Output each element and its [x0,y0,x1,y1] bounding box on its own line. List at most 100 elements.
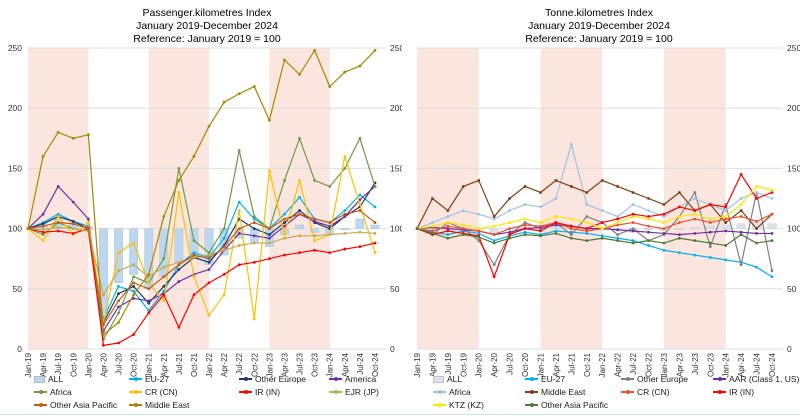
x-tick-label: Jul-24 [753,352,762,374]
series-marker [461,227,465,231]
series-marker [298,212,301,216]
legend-marker-dot [718,377,722,381]
series-marker [298,234,301,238]
x-tick-label: Oct-20 [521,352,530,377]
legend-marker-dot [530,390,534,394]
series-marker [739,203,743,206]
series-marker [631,227,635,231]
series-marker [677,251,681,255]
series-marker [56,185,60,188]
series-marker [677,236,681,240]
series-all-bar [674,228,684,230]
series-marker [616,221,620,224]
y-tick-label: 50 [390,284,400,294]
series-marker [207,260,211,264]
series-marker [252,241,256,245]
legend-label: CR (CN) [637,387,670,397]
series-marker [461,223,465,227]
x-tick-label: Apr-20 [99,352,108,377]
series-marker [373,241,377,245]
y-tick-label: 250 [8,43,22,53]
series-marker [755,219,758,223]
legend-label: Other Asia Pacific [50,400,118,410]
series-marker [117,284,120,288]
series-marker [41,212,45,216]
legend-marker-dot [244,390,248,394]
x-tick-label: Jan-21 [145,352,154,377]
series-all-bar [144,228,154,290]
series-marker [283,224,286,228]
y-tick-label: 150 [8,163,22,173]
series-marker [222,236,226,240]
series-marker [373,221,377,224]
series-marker [177,167,181,170]
series-marker [539,205,542,209]
series-marker [132,241,136,245]
series-marker [662,221,666,224]
series-marker [56,212,60,216]
legend-marker-dot [134,390,138,394]
legend-label: IR (IN) [729,387,755,397]
legend-marker-dot [334,377,338,381]
legend-marker-dot [438,390,442,394]
series-marker [41,230,45,234]
series-marker [677,221,681,224]
series-marker [56,225,60,229]
series-marker [283,179,286,182]
series-marker [207,281,211,285]
series-line-middle-east [416,179,773,230]
series-marker [492,239,496,243]
series-marker [207,257,211,261]
series-marker [739,215,743,218]
x-tick-label: Apr-20 [490,352,499,377]
legend-item-cr-cn-: CR (CN) [621,387,713,397]
series-marker [313,217,317,221]
series-marker [585,227,589,231]
series-marker [283,236,286,240]
series-marker [647,197,650,200]
series-marker [328,224,332,228]
series-marker [222,227,226,231]
series-marker [207,124,211,128]
series-marker [446,233,450,237]
series-marker [554,229,558,233]
series-marker [492,217,496,221]
legend-marker-dot [626,390,630,394]
series-line-other-asia-pacific [416,228,773,247]
x-tick-label: Jan-20 [475,352,484,377]
legend-item-ktz-kz-: KTZ (KZ) [433,400,525,410]
legend-item-africa: Africa [34,387,129,397]
x-tick-label: Apr-24 [341,352,350,377]
series-marker [446,236,450,240]
series-marker [508,227,512,231]
series-marker [117,305,120,309]
series-marker [41,239,45,243]
series-marker [477,235,481,239]
series-marker [237,232,241,235]
series-marker [431,229,434,233]
legend-item-middle-east: Middle East [129,400,239,410]
series-marker [431,224,434,228]
series-marker [177,263,181,267]
series-marker [569,233,573,237]
x-tick-label: Jul-20 [506,352,515,374]
x-tick-label: Apr-21 [552,352,561,377]
series-marker [147,287,151,291]
series-marker [162,257,166,261]
series-marker [616,217,620,221]
series-marker [71,222,75,226]
series-marker [631,221,635,224]
legend-label: Other Europe [255,374,307,384]
series-marker [677,215,681,218]
series-marker [446,227,450,231]
y-tick-label: 150 [390,163,402,173]
series-marker [222,245,226,249]
series-marker [267,227,271,231]
series-marker [739,233,743,237]
series-marker [431,232,434,235]
y-tick-label: 200 [8,103,22,113]
series-all-bar [370,224,380,229]
series-marker [283,217,286,221]
series-marker [71,219,75,223]
legend-swatch-line [713,390,726,394]
